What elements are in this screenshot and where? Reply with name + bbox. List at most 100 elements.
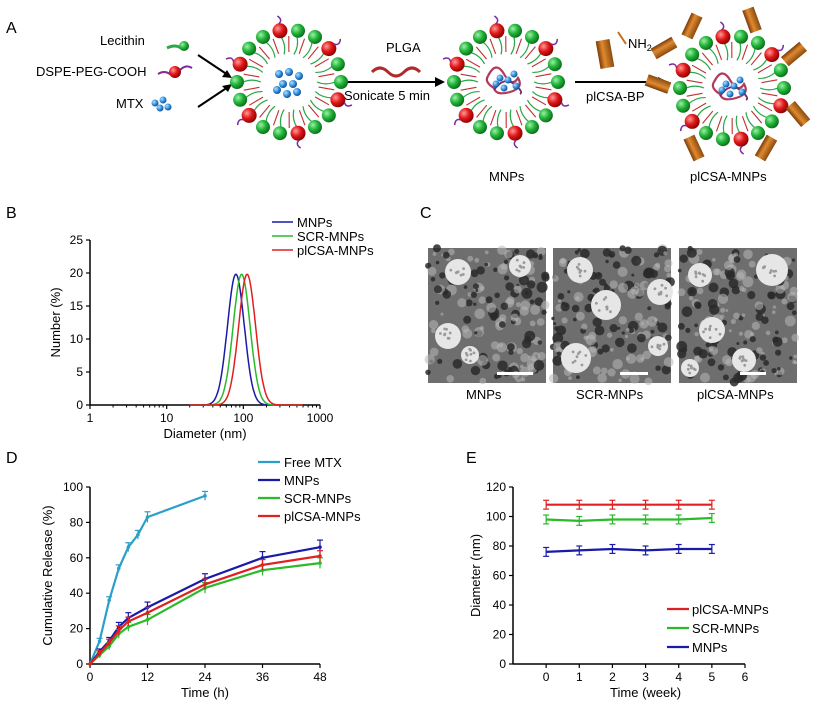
lipid-tail xyxy=(535,73,552,78)
tem-particle-texture xyxy=(580,363,584,367)
tem-grain xyxy=(724,260,734,271)
data-point xyxy=(88,662,92,666)
tem-grain xyxy=(518,275,530,286)
lecithin-headgroup xyxy=(489,126,504,141)
tem-grain xyxy=(503,259,509,264)
tem-grain xyxy=(584,303,594,313)
tem-particle-texture xyxy=(689,366,693,370)
tem-grain xyxy=(617,326,621,330)
tem-grain xyxy=(761,351,765,356)
mtx-drug xyxy=(279,80,287,88)
tem-grain xyxy=(435,260,440,265)
tem-grain xyxy=(789,356,793,360)
tem-grain xyxy=(617,266,628,277)
tem-particle-texture xyxy=(519,265,523,269)
tem-grain xyxy=(712,268,720,276)
tem-grain xyxy=(678,322,685,330)
lipid-tail xyxy=(265,41,276,58)
tem-grain xyxy=(498,343,504,348)
legend-label: SCR-MNPs xyxy=(284,491,352,506)
tem-grain xyxy=(429,347,439,357)
tem-grain xyxy=(521,338,532,349)
tem-particle-texture xyxy=(443,332,447,336)
legend-label: plCSA-MNPs xyxy=(284,509,361,524)
lipid-tail xyxy=(745,48,756,65)
tem-grain xyxy=(627,343,637,354)
mtx-drug xyxy=(283,90,291,98)
tem-particle xyxy=(435,323,461,349)
mtx-drug xyxy=(275,70,283,78)
np-core xyxy=(251,44,327,120)
lipid-tail xyxy=(310,52,325,65)
tem-grain xyxy=(574,250,579,255)
lipid-tail xyxy=(465,58,481,68)
tem-particle-texture xyxy=(577,263,581,266)
tem-grain xyxy=(551,316,555,321)
dspe-headgroup xyxy=(272,23,288,39)
y-tick-label: 20 xyxy=(493,628,507,642)
y-tick-label: 0 xyxy=(499,657,506,671)
tem-grain xyxy=(657,322,668,333)
lipid-tail xyxy=(688,71,707,79)
plcsa-peptide xyxy=(742,6,762,34)
peg-chain xyxy=(739,145,745,155)
x-tick-label: 1 xyxy=(87,411,94,425)
lipid-tail xyxy=(722,115,728,134)
tem-grain xyxy=(688,296,694,301)
mtx-drug xyxy=(510,70,518,78)
data-point xyxy=(136,532,140,537)
tem-particle-texture xyxy=(597,309,601,312)
tem-grain xyxy=(609,347,614,352)
product-mnps-label: MNPs xyxy=(489,169,525,184)
tem-particle-texture xyxy=(743,363,747,367)
tem-grain xyxy=(440,312,444,316)
x-axis-label: Diameter (nm) xyxy=(163,426,246,441)
lipid-tail xyxy=(272,110,280,126)
tem-grain xyxy=(717,364,725,371)
tem-grain xyxy=(725,271,736,281)
tem-grain xyxy=(741,313,746,318)
tem-grain xyxy=(556,351,562,357)
tem-particle-texture xyxy=(741,357,745,361)
lipid-tail xyxy=(527,52,542,65)
tem-particle-texture xyxy=(439,332,442,335)
y-tick-label: 20 xyxy=(70,622,84,636)
peg-chain xyxy=(560,101,570,107)
tem-particle-texture xyxy=(686,367,690,371)
tem-particle-texture xyxy=(576,352,580,355)
lecithin-headgroup xyxy=(447,75,461,89)
tem-grain xyxy=(644,377,653,386)
lecithin-headgroup xyxy=(473,29,487,44)
y-tick-label: 5 xyxy=(76,365,83,379)
lipid-tail xyxy=(515,109,523,126)
lipid-tail xyxy=(761,92,778,97)
tem-grain xyxy=(529,299,535,305)
tem-particle-texture xyxy=(662,342,666,346)
mtx-drug xyxy=(289,80,297,88)
dspe-headgroup xyxy=(232,56,248,72)
tem-grain xyxy=(687,245,693,252)
lecithin-headgroup xyxy=(699,35,713,50)
tem-grain xyxy=(494,292,501,299)
tem-particle-texture xyxy=(702,330,705,334)
mtx-drug xyxy=(738,88,746,96)
tem-grain xyxy=(484,250,489,255)
dspe-headgroup xyxy=(321,41,337,57)
tem-grain xyxy=(499,321,506,328)
tem-particle-texture xyxy=(595,301,598,305)
lipid-tail xyxy=(750,52,762,66)
step2-group-label: NH2 xyxy=(628,36,652,53)
mtx-drug xyxy=(293,88,301,96)
tem-particle-texture xyxy=(774,269,778,273)
tem-grain xyxy=(504,275,510,281)
tem-grain xyxy=(526,280,536,289)
x-tick-label: 36 xyxy=(256,670,270,684)
tem-grain xyxy=(568,376,572,380)
tem-particle xyxy=(591,290,621,320)
dspe-headgroup xyxy=(489,23,505,39)
lecithin-headgroup xyxy=(538,108,553,123)
lipid-tail xyxy=(475,46,488,60)
tem-particle-texture xyxy=(665,294,669,298)
tem-grain xyxy=(531,356,537,362)
lipid-tail xyxy=(298,38,306,54)
